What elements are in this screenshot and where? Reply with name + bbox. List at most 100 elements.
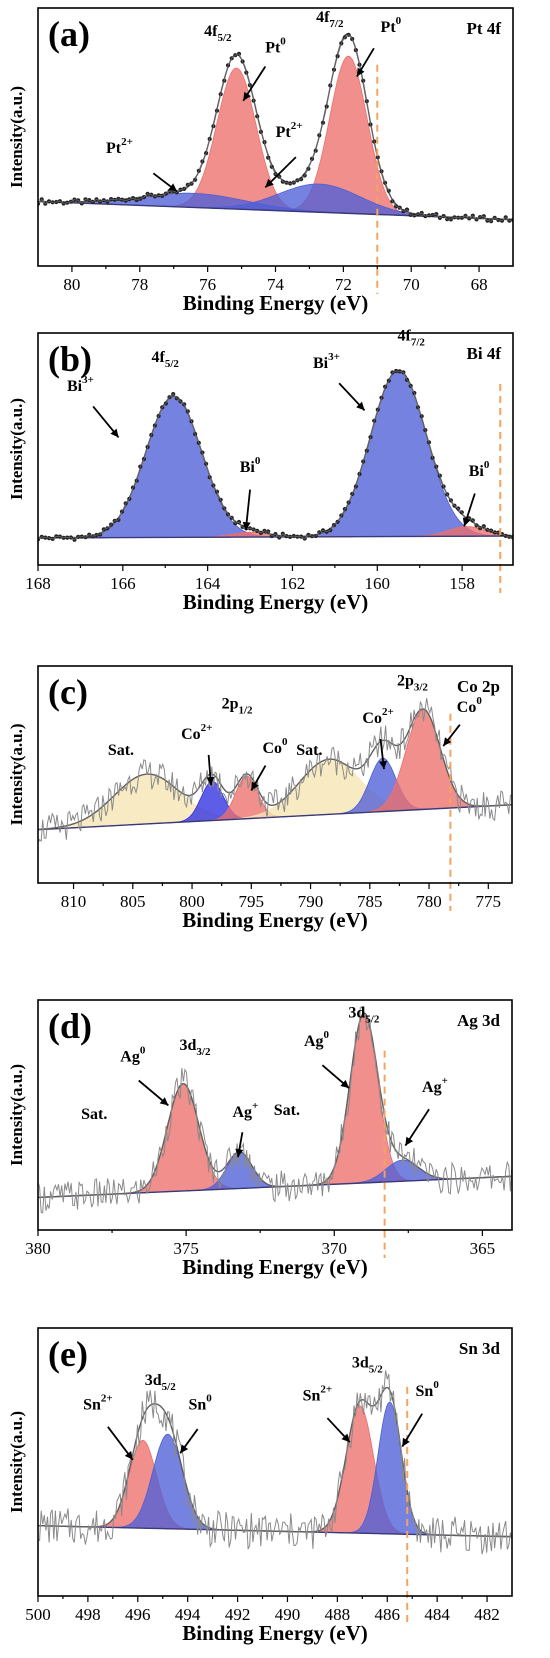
x-tick-label: 810	[61, 892, 87, 911]
element-label: Pt 4f	[467, 19, 502, 38]
peak-component-3	[38, 1401, 512, 1538]
y-axis-label: Intensity(a.u.)	[7, 1064, 26, 1166]
plot-area	[38, 1370, 512, 1555]
peak-annotation: Sn0	[416, 1379, 440, 1400]
x-tick-label: 780	[416, 892, 442, 911]
x-tick-label: 158	[449, 574, 475, 593]
annotation-arrowhead	[243, 91, 251, 101]
peak-annotation: Sat.	[296, 742, 322, 759]
annotation-arrowhead	[124, 1451, 133, 1460]
annotation-arrowhead	[235, 1148, 244, 1158]
annotation-arrowhead	[402, 1437, 410, 1447]
y-axis-label: Intensity(a.u.)	[7, 398, 26, 500]
xps-panel-c: 810 805 800 795 790 785 780 775 Binding Energy (…	[0, 656, 550, 986]
plot-area	[38, 368, 513, 542]
xps-chart-svg: 810 805 800 795 790 785 780 775 Binding Energy (…	[7, 665, 513, 932]
peak-annotation: Sat.	[108, 742, 134, 759]
x-tick-label: 80	[63, 275, 80, 294]
y-axis-label: Intensity(a.u.)	[7, 723, 26, 825]
peak-annotation: Sn0	[189, 1392, 213, 1413]
envelope-line	[38, 708, 512, 831]
background-line	[38, 804, 512, 831]
annotation-arrowhead	[379, 760, 388, 770]
x-tick-label: 166	[110, 574, 136, 593]
panel-label: (b)	[48, 339, 92, 379]
x-tick-label: 500	[25, 1605, 51, 1624]
peak-annotation: Pt2+	[106, 136, 133, 157]
peak-annotation: Co0	[457, 695, 483, 716]
x-axis-label: Binding Energy (eV)	[182, 908, 368, 932]
raw-data-points	[38, 32, 513, 224]
xps-chart-svg: 500 498 496 494 492 490 488 486 484 482 Binding En…	[7, 1327, 513, 1645]
peak-annotation: Sat.	[81, 1106, 107, 1123]
peak-annotation: Sat.	[274, 1102, 300, 1119]
annotation-arrowhead	[405, 1136, 414, 1146]
plot-frame	[37, 1327, 513, 1597]
annotation-arrowhead	[356, 401, 365, 411]
x-tick-label: 484	[424, 1605, 450, 1624]
element-label: Co 2p	[457, 677, 500, 696]
plot-frame	[37, 999, 513, 1231]
annotation-arrowhead	[159, 1097, 169, 1106]
annotation-arrowhead	[265, 178, 274, 188]
plot-frame	[37, 332, 514, 566]
x-tick-label: 365	[470, 1239, 496, 1258]
peak-annotation: Bi0	[240, 455, 261, 476]
envelope-line	[38, 1386, 512, 1538]
x-tick-label: 76	[199, 275, 216, 294]
x-tick-label: 164	[195, 574, 221, 593]
peak-annotation: Bi3+	[313, 351, 340, 372]
y-axis-label: Intensity(a.u.)	[7, 86, 26, 188]
peak-annotation: Pt0	[265, 35, 286, 56]
peak-annotation: 4f7/2	[316, 9, 344, 30]
peak-annotation: 2p3/2	[397, 673, 428, 694]
x-tick-label: 785	[357, 892, 383, 911]
element-label: Sn 3d	[459, 1339, 501, 1358]
x-tick-label: 498	[75, 1605, 101, 1624]
annotation-arrowhead	[462, 517, 471, 527]
peak-component-0	[38, 1083, 512, 1198]
peak-annotation: Pt0	[381, 15, 402, 36]
peak-annotation: 4f5/2	[204, 23, 232, 44]
x-tick-label: 74	[267, 275, 285, 294]
annotation-arrowhead	[168, 183, 178, 192]
x-tick-label: 795	[239, 892, 265, 911]
annotation-arrowhead	[340, 1079, 350, 1089]
x-tick-label: 72	[335, 275, 352, 294]
x-tick-label: 162	[280, 574, 306, 593]
x-tick-label: 790	[298, 892, 324, 911]
peak-component-2	[38, 1405, 512, 1538]
raw-data-line	[38, 698, 512, 844]
peak-annotation: Ag0	[120, 1044, 146, 1065]
plot-area	[38, 1006, 512, 1214]
xps-chart-svg: 380 375 370 365 Binding Energy (eV) Intensity…	[7, 999, 513, 1279]
y-axis-label: Intensity(a.u.)	[7, 1411, 26, 1513]
x-tick-label: 800	[179, 892, 205, 911]
peak-annotation: Pt2+	[276, 120, 303, 141]
x-tick-label: 805	[120, 892, 146, 911]
panel-label: (a)	[48, 14, 90, 54]
plot-area	[38, 32, 513, 224]
peak-annotation: Bi3+	[67, 374, 94, 395]
x-tick-label: 775	[476, 892, 502, 911]
peak-annotation: 3d5/2	[145, 1372, 176, 1393]
annotation-arrowhead	[180, 1444, 189, 1454]
x-axis-label: Binding Energy (eV)	[183, 291, 369, 315]
plot-area	[38, 698, 512, 844]
peak-annotation: 2p1/2	[222, 696, 253, 717]
element-label: Ag 3d	[457, 1011, 501, 1030]
peak-annotation: 3d5/2	[352, 1355, 383, 1376]
xps-panel-a: 80 78 76 74 72 70 68 Binding Energy (eV) Intensi…	[0, 0, 550, 328]
raw-data-points	[38, 368, 513, 542]
annotation-arrowhead	[242, 521, 251, 531]
annotation-arrowhead	[251, 781, 259, 791]
peak-annotation: Co0	[262, 736, 288, 757]
x-tick-label: 380	[25, 1239, 51, 1258]
annotation-arrowhead	[356, 67, 365, 77]
peak-annotation: 4f5/2	[152, 349, 180, 370]
x-tick-label: 492	[225, 1605, 251, 1624]
peak-component-1	[38, 369, 513, 539]
background-line	[38, 535, 513, 539]
x-tick-label: 160	[365, 574, 391, 593]
xps-chart-svg: 80 78 76 74 72 70 68 Binding Energy (eV) Intensi…	[7, 7, 514, 315]
